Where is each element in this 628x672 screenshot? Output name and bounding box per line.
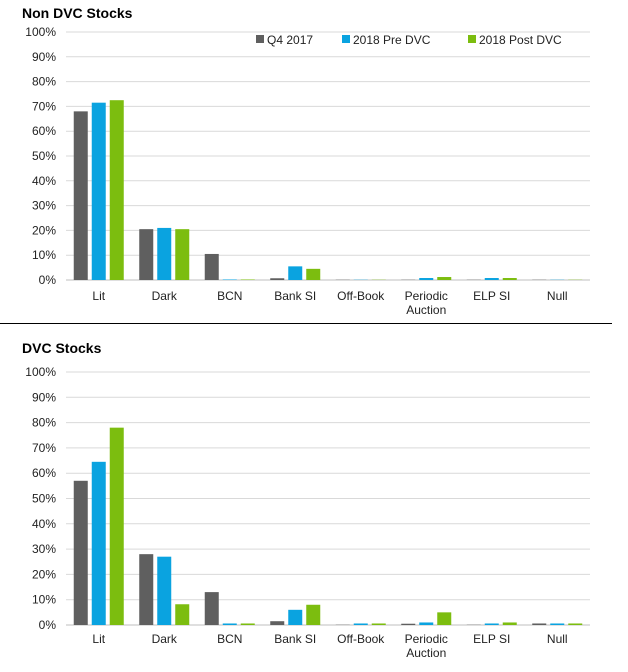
dvc-bar-2018-post-dvc-5 xyxy=(437,612,452,625)
dvc-y-tick-label: 100% xyxy=(25,365,56,379)
dvc-bar-q4-2017-3 xyxy=(270,621,285,625)
dvc-y-tick-label: 70% xyxy=(32,441,56,455)
dvc-bar-2018-pre-dvc-2 xyxy=(222,623,237,625)
legend-swatch-1 xyxy=(342,35,350,43)
dvc-y-tick-label: 40% xyxy=(32,517,56,531)
non-dvc-y-tick-label: 80% xyxy=(32,75,56,89)
non-dvc-category-label: Lit xyxy=(92,289,105,303)
dvc-category-label: Null xyxy=(547,632,568,646)
dvc-bar-q4-2017-7 xyxy=(532,623,547,625)
dvc-bar-2018-pre-dvc-0 xyxy=(91,461,106,625)
dvc-bar-2018-post-dvc-3 xyxy=(306,604,321,625)
non-dvc-y-tick-label: 50% xyxy=(32,149,56,163)
dvc-category-label: Off-Book xyxy=(337,632,385,646)
dvc-category-label: Dark xyxy=(152,632,178,646)
non-dvc-y-tick-label: 20% xyxy=(32,223,56,237)
non-dvc-bar-chart: 0% 10% 20% 30% 40% 50% 60% 70% 80% 90% 100% Lit Dark… xyxy=(25,25,590,317)
dvc-bar-2018-post-dvc-2 xyxy=(240,623,255,625)
dvc-bar-2018-post-dvc-7 xyxy=(568,623,583,625)
non-dvc-bar-2018-pre-dvc-1 xyxy=(157,227,172,280)
dvc-chart-title: DVC Stocks xyxy=(22,340,102,356)
non-dvc-y-tick-label: 30% xyxy=(32,199,56,213)
dvc-bar-2018-post-dvc-0 xyxy=(109,427,124,625)
dvc-category-label: Periodic Auction xyxy=(405,632,448,660)
non-dvc-bar-2018-pre-dvc-6 xyxy=(484,278,499,280)
dvc-bar-2018-pre-dvc-4 xyxy=(353,623,368,625)
non-dvc-bar-2018-post-dvc-3 xyxy=(306,268,321,280)
non-dvc-chart-panel: Non DVC Stocks 0% 10% 20% 30% 40% 50% 60% 70% 80… xyxy=(0,0,628,322)
dvc-bar-chart: 0% 10% 20% 30% 40% 50% 60% 70% 80% 90% 100% Lit Dark… xyxy=(25,365,590,660)
dvc-chart-panel: DVC Stocks 0% 10% 20% 30% 40% 50% 60% 70% 80% 90%… xyxy=(0,330,628,672)
non-dvc-y-tick-label: 60% xyxy=(32,124,56,138)
non-dvc-category-label: Off-Book xyxy=(337,289,385,303)
non-dvc-y-tick-label: 70% xyxy=(32,99,56,113)
non-dvc-bar-q4-2017-1 xyxy=(139,229,154,280)
dvc-bar-2018-pre-dvc-5 xyxy=(419,622,434,625)
dvc-y-tick-label: 80% xyxy=(32,416,56,430)
dvc-y-tick-label: 20% xyxy=(32,567,56,581)
non-dvc-category-label: Bank SI xyxy=(274,289,316,303)
non-dvc-bar-2018-post-dvc-5 xyxy=(437,277,452,280)
dvc-bar-2018-pre-dvc-6 xyxy=(484,623,499,625)
dvc-y-tick-label: 30% xyxy=(32,542,56,556)
dvc-bar-q4-2017-2 xyxy=(204,592,219,625)
dvc-bar-2018-pre-dvc-3 xyxy=(288,609,303,625)
dvc-category-label: Lit xyxy=(92,632,105,646)
non-dvc-bar-2018-pre-dvc-0 xyxy=(91,102,106,281)
dvc-y-tick-label: 60% xyxy=(32,466,56,480)
non-dvc-bar-2018-pre-dvc-5 xyxy=(419,278,434,280)
legend-swatch-2 xyxy=(468,35,476,43)
non-dvc-bar-2018-post-dvc-1 xyxy=(175,229,190,280)
panel-divider xyxy=(0,323,612,324)
dvc-bar-2018-post-dvc-4 xyxy=(371,623,386,625)
dvc-bar-q4-2017-0 xyxy=(73,480,88,625)
non-dvc-category-label: Dark xyxy=(152,289,178,303)
dvc-category-label: BCN xyxy=(217,632,242,646)
non-dvc-bar-q4-2017-0 xyxy=(73,111,88,280)
dvc-bar-2018-pre-dvc-1 xyxy=(157,556,172,625)
non-dvc-category-label: ELP SI xyxy=(473,289,510,303)
dvc-bar-2018-pre-dvc-7 xyxy=(550,623,565,625)
non-dvc-bar-2018-post-dvc-0 xyxy=(109,100,124,280)
legend-swatch-0 xyxy=(256,35,264,43)
non-dvc-bar-q4-2017-3 xyxy=(270,278,285,280)
non-dvc-bar-q4-2017-2 xyxy=(204,253,219,280)
non-dvc-category-label: BCN xyxy=(217,289,242,303)
dvc-y-tick-label: 90% xyxy=(32,390,56,404)
dvc-bar-q4-2017-5 xyxy=(401,623,416,625)
non-dvc-bar-2018-post-dvc-6 xyxy=(502,278,517,280)
dvc-y-tick-label: 50% xyxy=(32,492,56,506)
legend-label-2: 2018 Post DVC xyxy=(479,33,562,47)
legend-label-1: 2018 Pre DVC xyxy=(353,33,431,47)
dvc-category-label: Bank SI xyxy=(274,632,316,646)
non-dvc-bar-2018-pre-dvc-3 xyxy=(288,266,303,280)
dvc-y-tick-label: 0% xyxy=(39,618,57,632)
dvc-bar-2018-post-dvc-1 xyxy=(175,604,190,625)
dvc-bar-2018-post-dvc-6 xyxy=(502,622,517,625)
non-dvc-y-tick-label: 0% xyxy=(39,273,57,287)
non-dvc-category-label: Null xyxy=(547,289,568,303)
non-dvc-chart-title: Non DVC Stocks xyxy=(22,5,133,21)
dvc-bar-q4-2017-1 xyxy=(139,554,154,625)
non-dvc-y-tick-label: 100% xyxy=(25,25,56,39)
non-dvc-y-tick-label: 90% xyxy=(32,50,56,64)
non-dvc-category-label: Periodic Auction xyxy=(405,289,448,317)
dvc-y-tick-label: 10% xyxy=(32,593,56,607)
non-dvc-y-tick-label: 10% xyxy=(32,248,56,262)
dvc-category-label: ELP SI xyxy=(473,632,510,646)
non-dvc-y-tick-label: 40% xyxy=(32,174,56,188)
legend-label-0: Q4 2017 xyxy=(267,33,313,47)
